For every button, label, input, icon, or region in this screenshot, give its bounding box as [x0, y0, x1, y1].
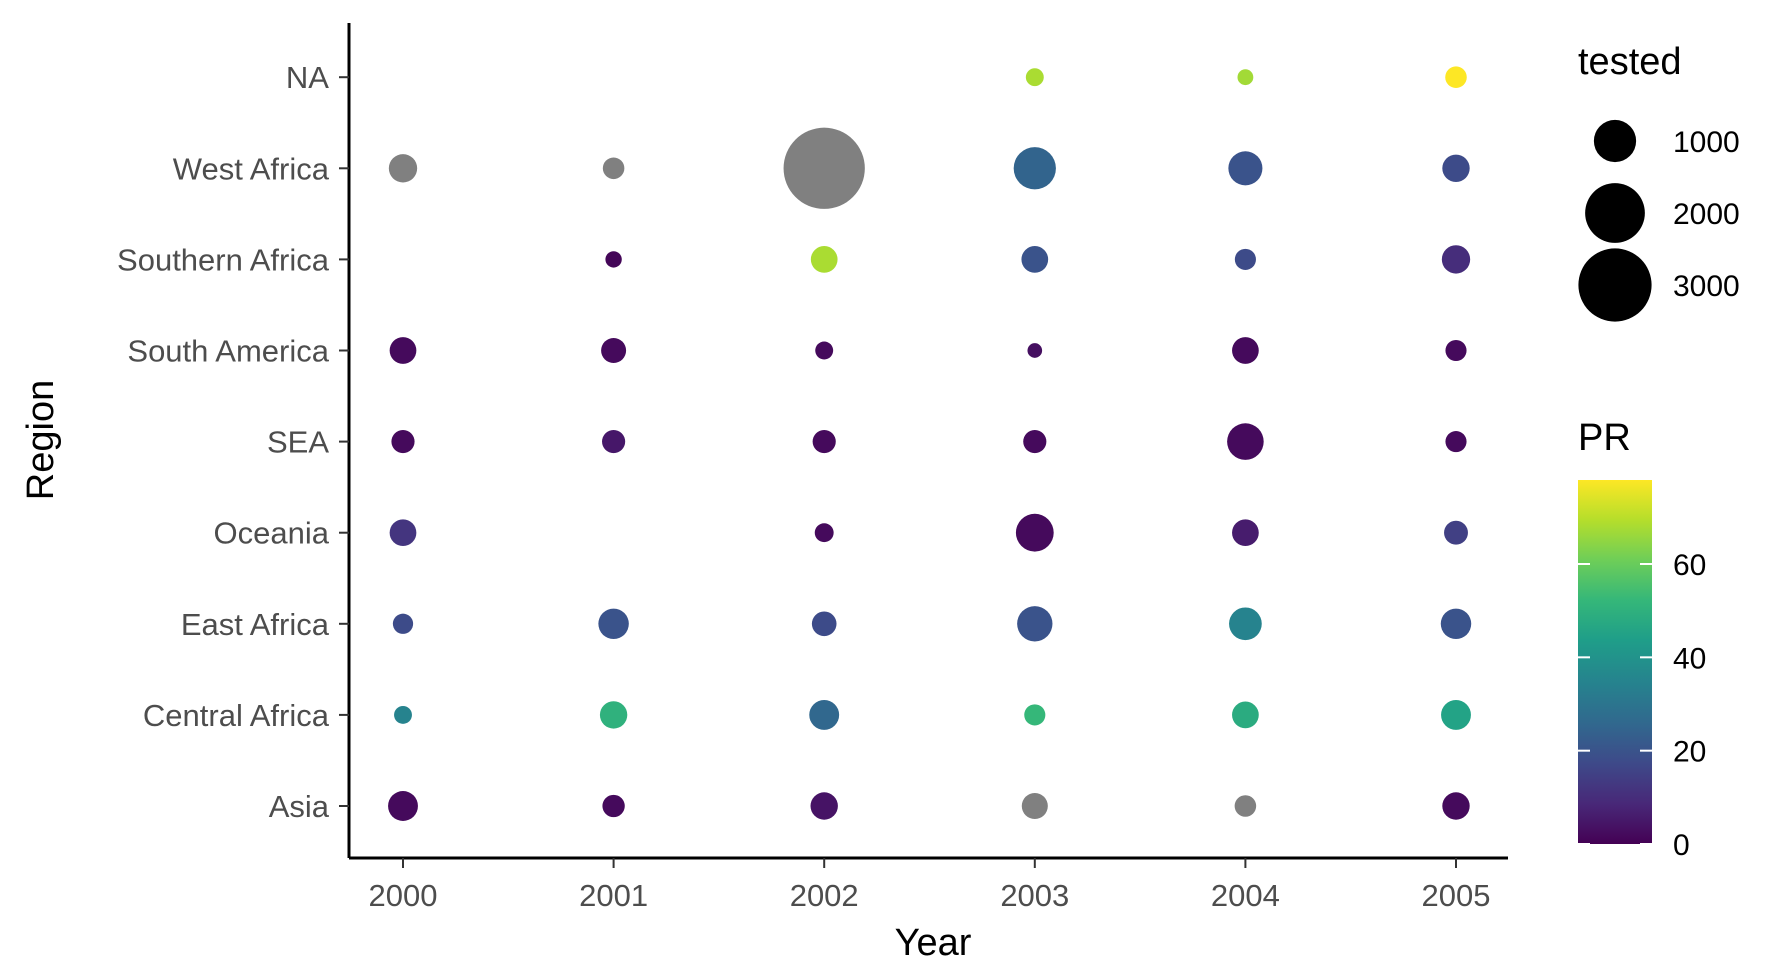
- data-point: [1227, 423, 1264, 460]
- data-point: [1445, 66, 1467, 88]
- data-point: [388, 791, 418, 821]
- data-point: [389, 337, 417, 364]
- y-tick-label: NA: [286, 60, 329, 95]
- y-axis-title: Region: [20, 380, 62, 500]
- data-point: [810, 246, 838, 273]
- data-point: [1228, 151, 1263, 186]
- colorbar-tick-label: 40: [1673, 642, 1706, 675]
- x-axis-ticks: 2000 2001 2002 2003 2004 2005: [369, 858, 1491, 913]
- size-legend-key: [1585, 183, 1645, 243]
- data-point: [1442, 792, 1470, 820]
- y-tick-label: Asia: [269, 789, 330, 824]
- x-axis-title: Year: [895, 922, 972, 964]
- colorbar-tick-label: 0: [1673, 829, 1690, 862]
- data-point: [605, 251, 622, 268]
- data-point: [1237, 69, 1254, 86]
- data-point: [598, 608, 629, 640]
- data-point: [1441, 699, 1471, 730]
- size-legend-label: 3000: [1673, 270, 1740, 303]
- data-point: [1441, 245, 1471, 274]
- data-point: [1024, 704, 1046, 726]
- data-point: [602, 794, 625, 818]
- data-point: [815, 341, 834, 360]
- data-point: [388, 154, 418, 183]
- data-point: [1442, 154, 1470, 182]
- data-point: [1229, 607, 1262, 641]
- color-legend: PR 0 20 40 60: [1578, 417, 1706, 862]
- x-tick-label: 2003: [1000, 878, 1069, 913]
- y-tick-label: SEA: [267, 425, 329, 460]
- y-tick-label: West Africa: [173, 151, 330, 186]
- data-point: [809, 699, 840, 730]
- data-point: [1015, 513, 1054, 552]
- data-point: [389, 519, 417, 547]
- size-legend-key: [1578, 248, 1652, 322]
- data-point: [1025, 68, 1044, 87]
- data-point: [1234, 795, 1257, 817]
- data-point: [1023, 430, 1047, 454]
- color-legend-title: PR: [1578, 417, 1631, 459]
- x-tick-label: 2000: [369, 878, 438, 913]
- x-tick-label: 2005: [1422, 878, 1491, 913]
- plot-area: 2000 2001 2002 2003 2004 2005 Asia Central Afr…: [117, 23, 1508, 913]
- x-tick-label: 2004: [1211, 878, 1280, 913]
- data-point: [1021, 246, 1049, 273]
- y-tick-label: East Africa: [181, 607, 330, 642]
- data-point: [811, 611, 837, 637]
- size-legend: tested 1000 2000 3000: [1578, 41, 1740, 322]
- points-layer: [388, 66, 1472, 821]
- data-point: [602, 430, 626, 454]
- size-legend-label: 1000: [1673, 126, 1740, 159]
- y-tick-label: Central Africa: [143, 698, 330, 733]
- x-tick-label: 2001: [579, 878, 648, 913]
- size-legend-label: 2000: [1673, 198, 1740, 231]
- data-point: [1445, 431, 1467, 453]
- colorbar: [1578, 480, 1652, 844]
- y-tick-label: Oceania: [214, 516, 330, 551]
- data-point: [599, 701, 628, 729]
- data-point: [812, 430, 836, 454]
- data-point: [1017, 606, 1053, 642]
- data-point: [1013, 147, 1056, 190]
- data-point: [814, 523, 834, 543]
- data-point: [810, 792, 838, 820]
- data-point: [1440, 608, 1472, 640]
- data-point: [1021, 792, 1048, 820]
- size-legend-key: [1593, 119, 1637, 163]
- data-point: [602, 157, 625, 180]
- colorbar-tick-label: 20: [1673, 736, 1706, 769]
- data-point: [601, 338, 627, 363]
- data-point: [1234, 248, 1256, 270]
- data-point: [783, 127, 865, 209]
- y-tick-label: South America: [127, 334, 329, 369]
- data-point: [394, 705, 412, 724]
- y-axis-ticks: Asia Central Africa East Africa Oceania SEA S…: [117, 60, 349, 824]
- data-point: [1027, 343, 1043, 358]
- data-point: [391, 430, 415, 454]
- y-tick-label: Southern Africa: [117, 242, 330, 277]
- colorbar-tick-label: 60: [1673, 549, 1706, 582]
- x-tick-label: 2002: [790, 878, 859, 913]
- data-point: [1444, 520, 1468, 545]
- data-point: [1232, 337, 1259, 364]
- data-point: [1445, 339, 1467, 362]
- data-point: [392, 613, 414, 634]
- data-point: [1232, 701, 1259, 729]
- data-point: [1232, 519, 1259, 547]
- size-legend-title: tested: [1578, 41, 1682, 83]
